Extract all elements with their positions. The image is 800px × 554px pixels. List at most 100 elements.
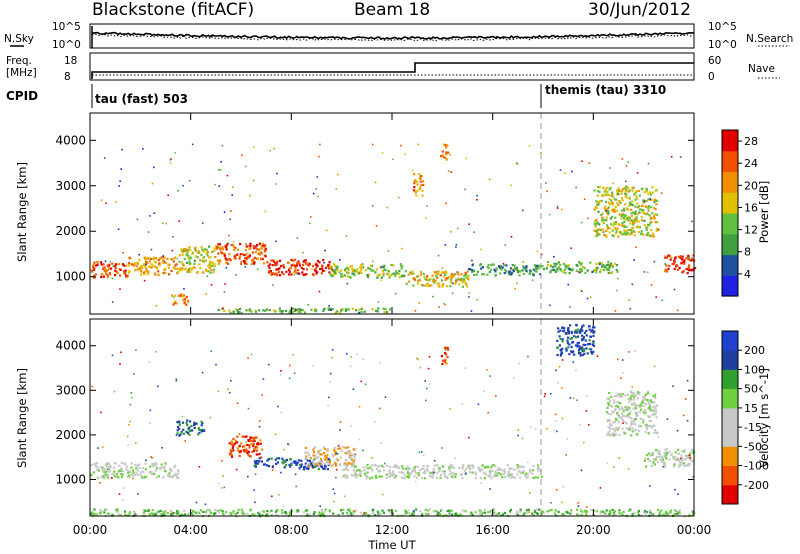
site-title: Blackstone (fitACF) — [92, 0, 254, 20]
power-region-2 — [178, 245, 218, 274]
velocity-region-3 — [253, 457, 331, 471]
power-colorbar-label: Power [dB] — [757, 181, 771, 244]
power-colorbar: 4 8 12 16 20 24 28 — [721, 129, 758, 297]
velocity-data — [90, 323, 696, 518]
noise-panel — [89, 23, 695, 49]
xtick-label-2: 08:00 — [274, 523, 309, 537]
ytick-label-1: 2000 — [55, 428, 86, 442]
colorbar-frame — [721, 129, 739, 297]
velocity-region-10 — [90, 508, 696, 518]
nsky-tick-high: 10^5 — [52, 21, 81, 33]
power-region-9 — [664, 254, 697, 275]
colorbar-swatch-1 — [722, 465, 738, 486]
velocity-region-2 — [228, 435, 264, 459]
power-panel-bg — [90, 113, 694, 314]
velocity-scatter — [91, 349, 695, 518]
nave-tick-low: 0 — [708, 71, 715, 83]
cpid-1: tau (fast) 503 — [95, 92, 188, 106]
colorbar-tick-label-7: -200 — [744, 479, 769, 492]
colorbar-tick-label-0: 200 — [744, 344, 765, 357]
nsearch-line — [91, 33, 695, 42]
colorbar-tick-label-6: 28 — [744, 135, 758, 148]
power-region-6 — [404, 270, 470, 288]
velocity-region-8 — [606, 390, 659, 437]
velocity-region-1 — [176, 419, 206, 437]
colorbar-tick-label-5: 24 — [744, 157, 758, 170]
colorbar-swatch-7 — [722, 130, 738, 152]
power-region-7 — [467, 263, 546, 277]
xtick-label-0: 00:00 — [73, 523, 108, 537]
power-region-10 — [171, 293, 190, 306]
ytick-label-0: 1000 — [55, 270, 86, 284]
x-axis-ticks: 00:00 04:00 08:00 12:00 16:00 20:00 00:00 — [73, 113, 712, 537]
colorbar-swatch-6 — [722, 369, 738, 390]
power-region-0 — [90, 260, 129, 279]
colorbar-swatch-3 — [722, 213, 738, 235]
colorbar-tick-label-1: 100 — [744, 363, 765, 376]
nsky-tick-low: 10^0 — [52, 39, 81, 51]
colorbar-tick-label-1: 8 — [744, 246, 751, 259]
power-region-13 — [593, 185, 659, 238]
power-scatter — [100, 143, 693, 315]
power-region-12 — [439, 143, 450, 161]
colorbar-tick-label-4: 20 — [744, 179, 758, 192]
colorbar-tick-label-2: 12 — [744, 224, 758, 237]
colorbar-tick-label-2: 50 — [744, 383, 758, 396]
power-region-14 — [217, 307, 392, 314]
power-ylabel: Slant Range [km] — [15, 162, 29, 262]
colorbar-frame — [721, 330, 739, 505]
colorbar-swatch-5 — [722, 171, 738, 193]
xtick-label-5: 20:00 — [576, 523, 611, 537]
date-title: 30/Jun/2012 — [588, 0, 691, 20]
velocity-ylabel: Slant Range [km] — [15, 368, 29, 468]
ytick-label-0: 1000 — [55, 472, 86, 486]
cpid-2: themis (tau) 3310 — [545, 83, 666, 97]
x-axis-label: Time UT — [367, 538, 416, 552]
nsky-line — [91, 31, 694, 40]
colorbar-swatch-3 — [722, 427, 738, 447]
velocity-yticks: 1000 2000 3000 4000 — [55, 339, 694, 486]
velocity-region-7 — [556, 323, 596, 357]
ytick-label-2: 3000 — [55, 179, 86, 193]
freq-panel — [89, 52, 695, 81]
colorbar-tick-label-6: -100 — [744, 460, 769, 473]
ytick-label-1: 2000 — [55, 224, 86, 238]
freq-unit: [MHz] — [6, 67, 37, 79]
power-region-3 — [216, 242, 267, 266]
nsearch-tick-low: 10^0 — [708, 39, 737, 51]
beam-title: Beam 18 — [354, 0, 430, 20]
velocity-region-4 — [304, 446, 357, 469]
colorbar-tick-label-3: 15 — [744, 402, 758, 415]
cpid-label: CPID — [6, 89, 38, 103]
colorbar-swatch-2 — [722, 233, 738, 256]
nsearch-tick-high: 10^5 — [708, 21, 737, 33]
freq-tick-low: 8 — [64, 71, 71, 83]
xtick-label-6: 00:00 — [677, 523, 712, 537]
velocity-region-0 — [90, 461, 180, 480]
power-region-1 — [127, 256, 180, 276]
colorbar-tick-label-0: 4 — [744, 268, 751, 281]
colorbar-swatch-6 — [722, 150, 738, 173]
nsky-label: N.Sky — [4, 33, 34, 45]
power-region-8 — [545, 260, 619, 275]
velocity-colorbar-label: Velocity [m s^-1] — [757, 368, 771, 468]
colorbar-swatch-0 — [722, 275, 738, 297]
velocity-panel-bg — [90, 319, 694, 516]
colorbar-tick-label-5: -50 — [744, 440, 762, 453]
colorbar-swatch-4 — [722, 407, 738, 428]
xtick-label-1: 04:00 — [173, 523, 208, 537]
nave-tick-high: 60 — [708, 55, 721, 67]
xtick-label-4: 16:00 — [475, 523, 510, 537]
freq-label: Freq. — [6, 55, 32, 67]
freq-trace — [91, 62, 694, 79]
power-yticks: 1000 2000 3000 4000 — [55, 133, 694, 284]
colorbar-swatch-5 — [722, 388, 738, 409]
colorbar-swatch-4 — [722, 192, 738, 214]
ytick-label-3: 4000 — [55, 339, 86, 353]
colorbar-tick-label-3: 16 — [744, 201, 758, 214]
freq-tick-high: 18 — [64, 55, 77, 67]
noise-trace — [91, 26, 695, 48]
colorbar-swatch-7 — [722, 350, 738, 370]
power-region-11 — [412, 173, 425, 197]
